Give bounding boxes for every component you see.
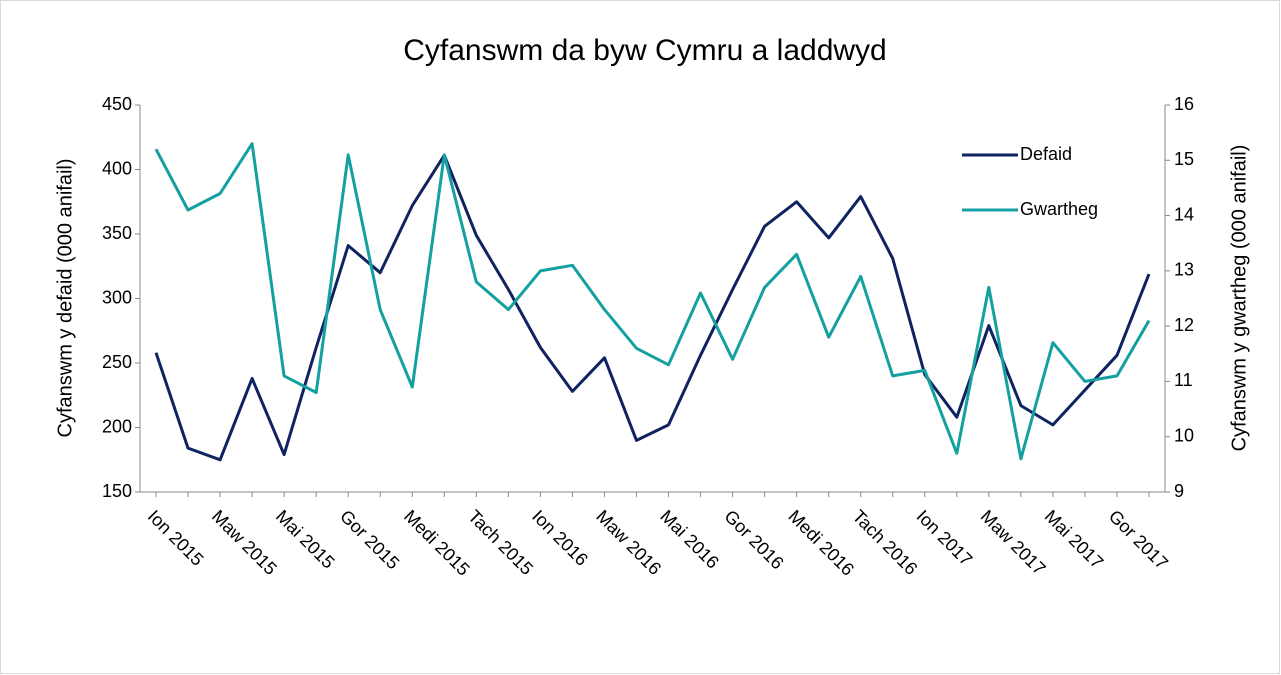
y-tick-label: 400 <box>102 158 132 178</box>
y-tick-label: 200 <box>102 416 132 436</box>
y-tick-label: 250 <box>102 352 132 372</box>
legend-label: Gwartheg <box>1020 199 1098 219</box>
y2-tick-label: 11 <box>1174 370 1193 390</box>
chart-title: Cyfanswm da byw Cymru a laddwyd <box>403 34 887 67</box>
y2-tick-label: 9 <box>1174 481 1184 501</box>
series-line <box>154 153 1151 462</box>
y2-tick-label: 15 <box>1174 149 1194 169</box>
series-line <box>154 142 1151 461</box>
y2-tick-label: 12 <box>1174 315 1194 335</box>
y2-tick-label: 10 <box>1174 425 1194 445</box>
y-tick-label: 300 <box>102 287 132 307</box>
y2-axis-title: Cyfanswm y gwartheg (000 anifail) <box>1228 145 1250 452</box>
y2-tick-label: 14 <box>1174 204 1194 224</box>
y2-tick-label: 16 <box>1174 94 1194 114</box>
y-tick-label: 450 <box>102 94 132 114</box>
y2-tick-label: 13 <box>1174 260 1194 280</box>
y-tick-label: 150 <box>102 481 132 501</box>
legend-label: Defaid <box>1020 144 1072 164</box>
y-axis-title: Cyfanswm y defaid (000 anifail) <box>54 158 76 437</box>
y-tick-label: 350 <box>102 223 132 243</box>
